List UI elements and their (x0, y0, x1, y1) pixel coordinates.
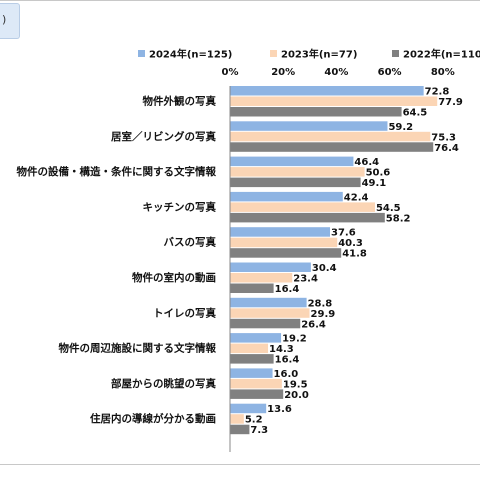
data-label: 76.4 (434, 143, 459, 154)
category-label: キッチンの写真 (143, 200, 217, 213)
bar (230, 131, 431, 142)
bar (230, 343, 269, 354)
x-tick-label: 60% (378, 67, 402, 78)
x-tick-label: 0% (222, 67, 239, 78)
bar (230, 248, 342, 258)
x-tick-label: 80% (431, 67, 455, 78)
data-label: 14.3 (269, 344, 294, 355)
bar (230, 167, 365, 177)
frame-top-border (0, 0, 480, 1)
bar (230, 107, 402, 117)
bar (230, 96, 438, 106)
category-label: 物件の周辺施設に関する文字情報 (59, 342, 217, 355)
legend-swatch (270, 50, 277, 57)
data-label: 23.4 (293, 274, 318, 285)
data-label: 5.2 (245, 415, 263, 426)
bar (230, 414, 244, 424)
data-label: 13.6 (267, 404, 292, 415)
legend-label: 2024年(n=125) (149, 48, 232, 61)
data-label: 77.9 (438, 97, 463, 108)
legend-label: 2022年(n=110) (403, 48, 480, 61)
data-label: 42.4 (344, 192, 369, 203)
category-label: 部屋からの眺望の写真 (111, 377, 216, 390)
header-tag: ) (0, 3, 20, 39)
data-label: 20.0 (284, 390, 309, 401)
data-label: 19.2 (282, 334, 307, 345)
bar (230, 262, 311, 272)
bar (230, 308, 310, 318)
category-label: トイレの写真 (153, 306, 216, 319)
bar (230, 177, 361, 188)
header-tag-text: ) (2, 13, 7, 26)
data-label: 50.6 (366, 168, 391, 179)
bar (230, 354, 274, 364)
data-label: 49.1 (362, 178, 387, 189)
bar (230, 191, 343, 202)
legend-label: 2023年(n=77) (281, 48, 357, 61)
bar (230, 283, 274, 293)
category-label: 居室／リビングの写真 (111, 130, 216, 143)
bar (230, 378, 282, 389)
bar (230, 237, 338, 248)
data-label: 16.4 (275, 355, 300, 366)
bar (230, 333, 282, 343)
data-label: 26.4 (301, 319, 326, 330)
bar (230, 273, 293, 283)
data-label: 19.5 (283, 379, 308, 390)
category-label: 物件の室内の動画 (132, 271, 216, 284)
data-label: 54.5 (376, 203, 401, 214)
category-label: 物件の設備・構造・条件に関する文字情報 (17, 165, 217, 178)
bar (230, 156, 354, 167)
legend-swatch (138, 50, 145, 57)
bar (230, 389, 284, 399)
legend-swatch (392, 50, 399, 57)
bar (230, 297, 307, 308)
bar (230, 121, 388, 131)
bar (230, 202, 375, 212)
bar (230, 142, 434, 152)
x-tick-label: 40% (324, 67, 348, 78)
bar (230, 318, 301, 329)
data-label: 28.8 (308, 298, 333, 309)
data-label: 46.4 (354, 157, 379, 168)
data-label: 75.3 (431, 132, 456, 143)
bar (230, 212, 385, 223)
frame-bottom-border (0, 464, 480, 465)
data-label: 16.4 (275, 284, 300, 295)
category-label: 住居内の導線が分かる動画 (90, 412, 216, 425)
data-label: 16.0 (274, 369, 299, 380)
data-label: 7.3 (250, 425, 268, 436)
data-label: 29.9 (311, 309, 336, 320)
category-label: バスの写真 (164, 236, 217, 249)
data-label: 30.4 (312, 263, 337, 274)
bar (230, 403, 267, 414)
x-tick-label: 20% (271, 67, 295, 78)
data-label: 72.8 (425, 87, 450, 98)
bar (230, 424, 250, 435)
data-label: 58.2 (386, 213, 411, 224)
data-label: 40.3 (338, 238, 363, 249)
data-label: 41.8 (342, 249, 367, 260)
category-label: 物件外観の写真 (143, 95, 217, 108)
bar (230, 86, 424, 96)
bar (230, 227, 331, 237)
data-label: 59.2 (388, 122, 413, 133)
data-label: 37.6 (331, 228, 356, 239)
bar (230, 368, 273, 378)
data-label: 64.5 (403, 108, 428, 119)
